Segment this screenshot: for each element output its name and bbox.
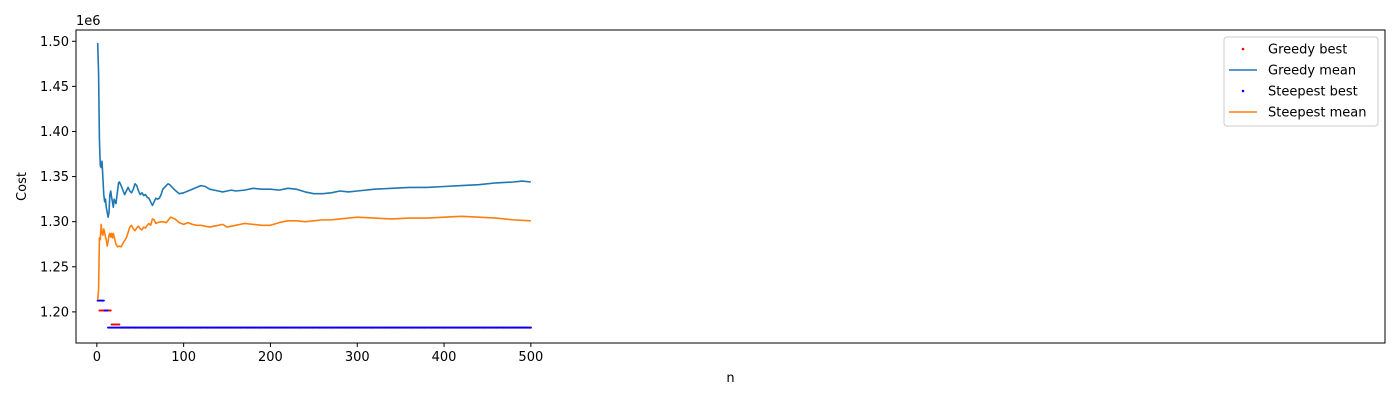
legend-item: Greedy mean <box>1229 64 1356 79</box>
legend-item: Steepest best <box>1241 85 1358 100</box>
y-tick-label: 1.40 <box>40 125 69 140</box>
data-point <box>529 326 532 329</box>
legend-label: Greedy best <box>1268 43 1347 58</box>
data-point <box>109 309 112 312</box>
x-axis: 0 100 200 300 400 500 <box>93 343 543 365</box>
y-axis-label: Cost <box>15 172 30 201</box>
legend-marker-swatch <box>1241 89 1245 93</box>
x-tick-label: 400 <box>432 350 457 365</box>
legend-marker-swatch <box>1241 47 1245 51</box>
y-tick-label: 1.30 <box>40 215 69 230</box>
x-tick-label: 200 <box>258 350 283 365</box>
legend-item: Steepest mean <box>1229 106 1366 121</box>
legend-box <box>1223 36 1379 127</box>
plot-area <box>96 43 532 329</box>
x-tick-label: 0 <box>93 350 101 365</box>
series-line <box>96 215 531 301</box>
legend-item: Greedy best <box>1241 43 1347 58</box>
x-tick-label: 300 <box>345 350 370 365</box>
series-line <box>96 43 531 218</box>
y-tick-label: 1.20 <box>40 305 69 320</box>
x-tick-label: 500 <box>518 350 543 365</box>
series-greedy-mean <box>96 43 531 218</box>
data-point <box>106 309 109 312</box>
legend-label: Greedy mean <box>1268 64 1356 79</box>
legend-label: Steepest mean <box>1268 106 1366 121</box>
y-tick-label: 1.50 <box>40 35 69 50</box>
y-tick-label: 1.45 <box>40 80 69 95</box>
series-steepest-best <box>96 299 532 329</box>
x-axis-label: n <box>726 371 734 386</box>
data-point <box>118 323 121 326</box>
legend-label: Steepest best <box>1268 85 1358 100</box>
legend: Greedy best Greedy mean Steepest best Steep… <box>1223 36 1379 127</box>
y-axis-offset-label: 1e6 <box>76 14 101 29</box>
axes-frame <box>75 29 1386 344</box>
y-tick-label: 1.35 <box>40 170 69 185</box>
series-steepest-mean <box>96 215 531 301</box>
data-point <box>102 299 105 302</box>
y-axis: 1.20 1.25 1.30 1.35 1.40 1.45 1.50 <box>40 35 76 320</box>
y-tick-label: 1.25 <box>40 260 69 275</box>
x-tick-label: 100 <box>171 350 196 365</box>
